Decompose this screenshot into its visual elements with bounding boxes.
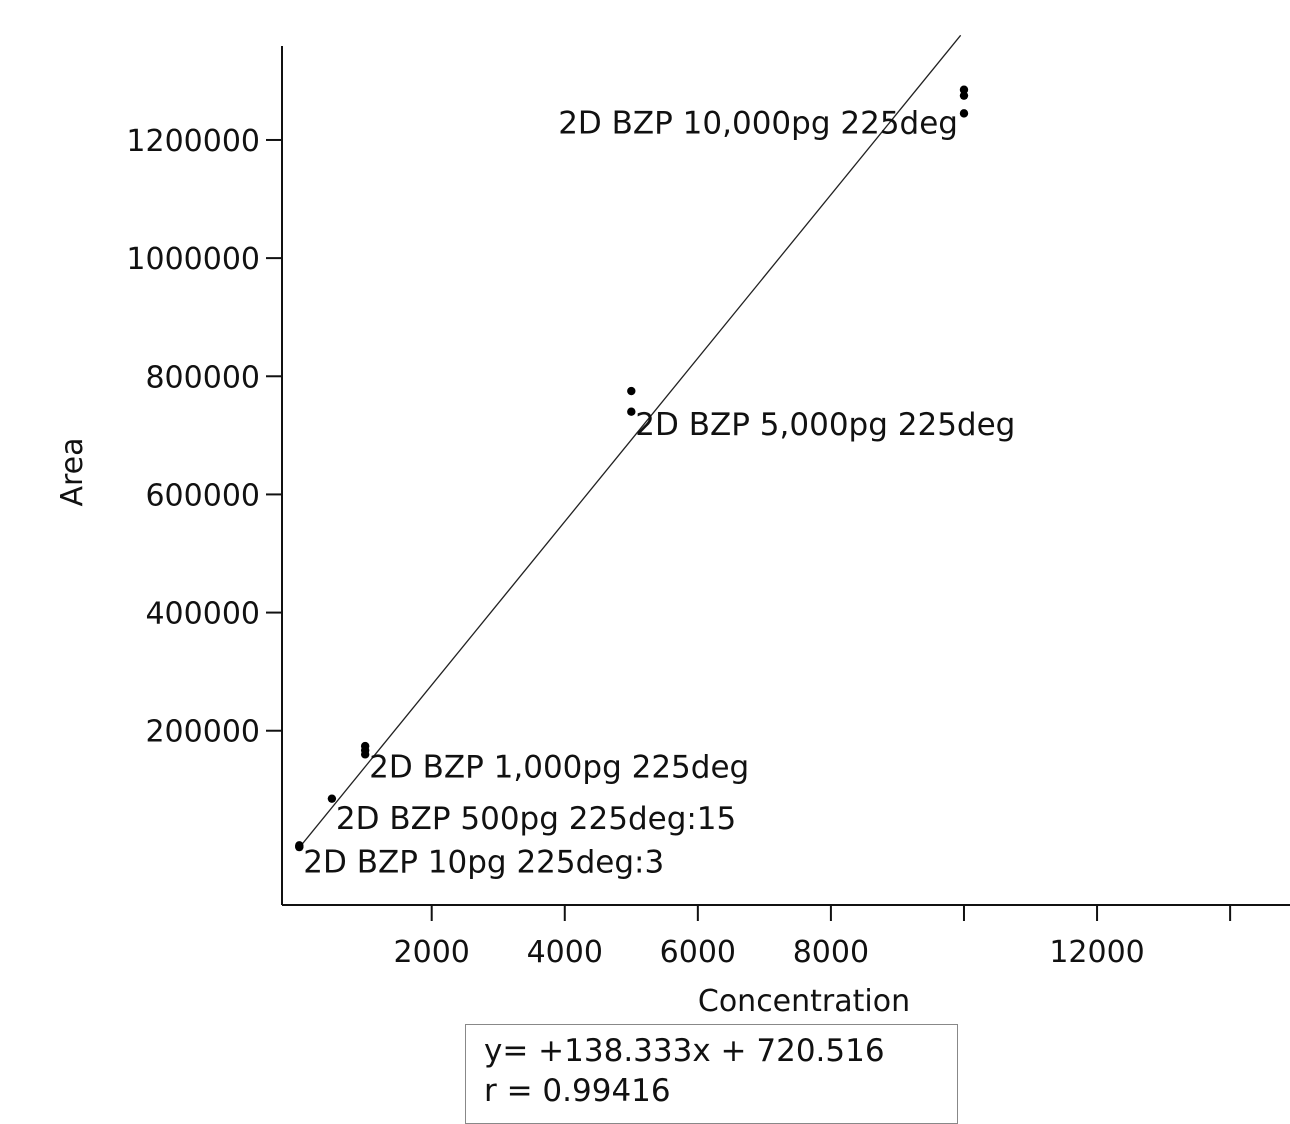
point-label: 2D BZP 1,000pg 225deg [369,749,749,785]
x-tick-label: 4000 [527,935,603,970]
y-tick-label: 800000 [145,360,260,395]
tick-labels: 2000 4000 6000 8000 12000 200000 400000 600000 8… [126,124,1144,970]
y-tick-label: 200000 [145,715,260,750]
data-points [295,85,969,852]
y-tick-label: 1000000 [126,242,260,277]
point-labels: 2D BZP 10,000pg 225deg 2D BZP 5,000pg 225… [303,105,1015,880]
y-axis-label: Area [55,437,90,506]
y-tick-label: 600000 [145,478,260,513]
y-tick-label: 400000 [145,597,260,632]
point-label: 2D BZP 10pg 225deg:3 [303,845,664,881]
data-point [959,109,969,118]
regression-equation: y= +138.333x + 720.516 [484,1033,885,1069]
data-point [295,841,304,850]
axes [266,46,1290,921]
data-point [959,91,969,100]
data-point [959,85,969,94]
point-label: 2D BZP 5,000pg 225deg [635,407,1015,443]
data-point [327,794,337,803]
x-tick-label: 6000 [660,935,736,970]
point-label: 2D BZP 500pg 225deg:15 [336,801,736,837]
correlation-coefficient: r = 0.99416 [484,1073,671,1109]
x-tick-label: 8000 [793,935,869,970]
point-label: 2D BZP 10,000pg 225deg [558,105,958,141]
x-tick-label: 12000 [1049,935,1144,970]
regression-line [298,34,962,849]
x-tick-label: 2000 [394,935,470,970]
x-axis-label: Concentration [698,984,910,1019]
data-point [360,741,370,751]
regression-equation-box: y= +138.333x + 720.516 r = 0.99416 [465,1024,958,1124]
data-point [627,386,636,396]
y-tick-label: 1200000 [126,124,260,159]
data-point [627,407,636,416]
